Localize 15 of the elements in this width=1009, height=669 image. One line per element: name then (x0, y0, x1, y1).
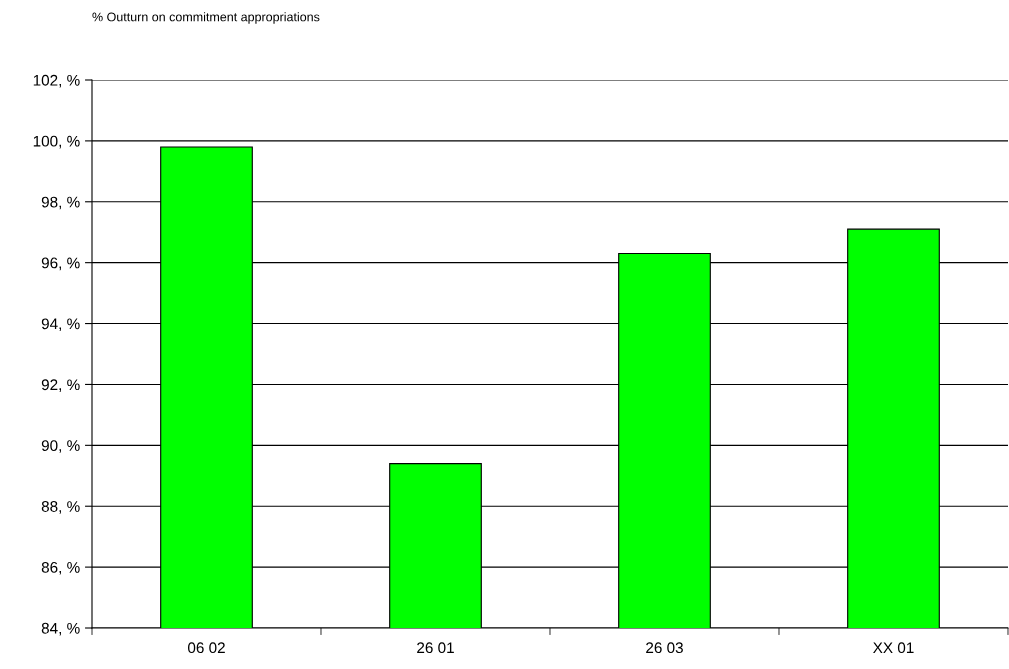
y-tick-label: 86, % (41, 561, 80, 575)
y-tick-label: 92, % (41, 379, 80, 392)
x-tick-label: 06 02 (187, 642, 225, 654)
x-tick-label: 26 01 (417, 642, 454, 654)
x-tick-label: 26 03 (646, 642, 683, 654)
y-tick-label: 102, % (33, 74, 80, 88)
chart-title: % Outturn on commitment appropriations (92, 12, 320, 24)
y-tick-label: 98, % (41, 196, 80, 210)
y-tick-label: 90, % (41, 440, 80, 453)
y-tick-label: 96, % (41, 257, 80, 271)
y-tick-label: 84, % (41, 622, 80, 636)
x-tick-label: XX 01 (873, 642, 914, 654)
y-tick-label: 100, % (33, 135, 80, 149)
y-tick-label: 94, % (41, 318, 80, 332)
y-tick-label: 88, % (41, 501, 80, 514)
